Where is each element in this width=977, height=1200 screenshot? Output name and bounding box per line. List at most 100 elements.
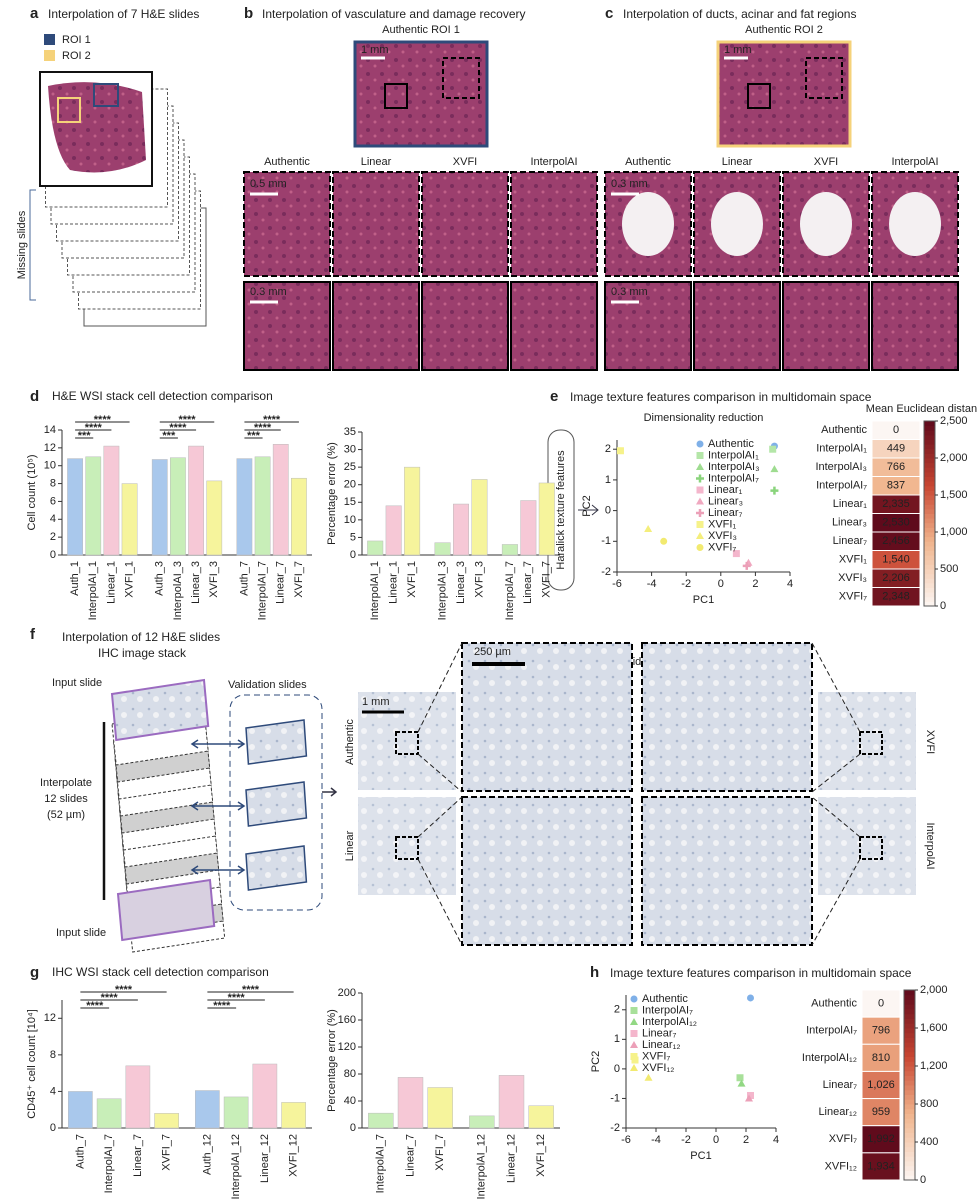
legend-label: InterpolAI₁₂ <box>642 1016 697 1028</box>
colorbar-step <box>904 994 915 1000</box>
inset-box <box>805 57 843 99</box>
cell-label: 0 <box>878 997 884 1009</box>
side-label: Missing slides <box>16 210 28 279</box>
x-tick-label: -4 <box>651 1134 661 1146</box>
legend-label: Linear₁₂ <box>642 1039 681 1051</box>
y-axis-label: Percentage error (%) <box>326 442 338 545</box>
y-tick-label: 2 <box>605 443 611 455</box>
arrow <box>190 801 246 811</box>
x-tick-label: XVFI_3 <box>473 561 485 598</box>
row-label: InterpolAI₇ <box>816 480 867 492</box>
column-header: Authentic <box>264 156 310 168</box>
y-axis-label: Cell count (10⁵) <box>26 454 38 530</box>
x-tick-label: XVFI_7 <box>161 1134 173 1171</box>
cell-label: 2,456 <box>882 535 910 547</box>
y-tick-label: 12 <box>44 1012 56 1024</box>
arrow <box>578 504 599 516</box>
colorbar-step <box>924 587 935 593</box>
colorbar-step <box>924 444 935 450</box>
x-tick-label: XVFI_7 <box>434 1134 446 1171</box>
duct <box>889 192 941 256</box>
bar <box>471 479 488 556</box>
bar <box>368 1112 394 1129</box>
colorbar-step <box>904 1042 915 1048</box>
row-label: Linear₃ <box>832 517 867 529</box>
sig-label: **** <box>85 422 103 434</box>
colorbar-label: 500 <box>940 563 958 575</box>
colorbar-step <box>904 1032 915 1038</box>
colorbar-step <box>904 1165 915 1171</box>
cell-label: 449 <box>887 443 905 455</box>
sig-label: **** <box>115 984 133 996</box>
box-label: Haralick texture features <box>555 450 567 570</box>
sig-label: **** <box>254 422 272 434</box>
y-tick-label: 160 <box>338 1014 356 1026</box>
bar <box>96 1098 122 1129</box>
y-tick-label: 30 <box>344 443 356 455</box>
x-tick-label: -6 <box>612 578 622 590</box>
bar <box>125 1065 151 1129</box>
tile <box>332 281 420 371</box>
y-tick-label: 200 <box>338 987 356 999</box>
x-tick-label: 4 <box>773 1134 779 1146</box>
duct <box>622 192 674 256</box>
colorbar-label: 2,000 <box>940 452 968 464</box>
tile <box>604 281 692 371</box>
panel-title: Interpolation of vasculature and damage … <box>262 7 526 21</box>
x-tick-label: InterpolAI_3 <box>172 561 184 620</box>
y-axis-label: CD45⁺ cell count [10⁴] <box>26 1009 38 1119</box>
colorbar-step <box>904 990 915 996</box>
y-tick-label: 15 <box>344 496 356 508</box>
cell-label: 959 <box>872 1106 890 1118</box>
colorbar-step <box>924 499 935 505</box>
bar <box>68 1091 93 1129</box>
cell-label: 796 <box>872 1025 890 1037</box>
column-header: XVFI <box>814 156 838 168</box>
colorbar-step <box>924 421 935 427</box>
x-tick-label: Linear_3 <box>190 561 202 604</box>
x-tick-label: InterpolAI_3 <box>436 561 448 620</box>
bar <box>121 483 138 556</box>
legend-marker <box>630 1041 638 1048</box>
panel-label: g <box>30 964 39 981</box>
legend-label: InterpolAI₇ <box>708 472 759 484</box>
legend-label: Authentic <box>708 438 754 450</box>
y-tick-label: 0 <box>50 549 56 561</box>
y-tick-label: 10 <box>344 514 356 526</box>
colorbar-step <box>904 1075 915 1081</box>
colorbar-step <box>924 485 935 491</box>
colorbar-step <box>904 1004 915 1010</box>
bar <box>281 1102 306 1129</box>
tile <box>421 171 509 277</box>
panel-title: Interpolation of ducts, acinar and fat r… <box>623 7 856 21</box>
cell-label: 2,335 <box>882 498 910 510</box>
heat-cell <box>871 587 921 607</box>
y-tick-label: -2 <box>601 566 611 578</box>
legend-marker <box>696 497 704 505</box>
arrow <box>190 739 246 749</box>
colorbar-step <box>904 1146 915 1152</box>
scale-label: 1 mm <box>361 44 389 56</box>
roi-box <box>93 83 119 107</box>
legend-swatch <box>44 34 55 45</box>
x-tick-label: 0 <box>713 1134 719 1146</box>
legend-label: Authentic <box>642 993 688 1005</box>
y-tick-label: 4 <box>50 1085 56 1097</box>
colorbar-step <box>904 1156 915 1162</box>
y-tick-label: 8 <box>50 477 56 489</box>
legend-label: InterpolAI₃ <box>708 461 760 473</box>
row-label: Authentic <box>821 424 867 436</box>
column-header: Linear <box>361 156 392 168</box>
colorbar-label: 0 <box>940 600 946 612</box>
colorbar-label: 1,600 <box>920 1022 948 1034</box>
legend-label: XVFI₁₂ <box>642 1062 674 1074</box>
bar <box>291 477 307 556</box>
colorbar-step <box>924 476 935 482</box>
sig-label: **** <box>169 422 187 434</box>
scale-label: 0.3 mm <box>611 286 648 298</box>
colorbar-label: 800 <box>920 1098 938 1110</box>
column-header: Linear <box>722 156 753 168</box>
colorbar-step <box>924 495 935 501</box>
colorbar-label: 2,000 <box>920 984 948 996</box>
